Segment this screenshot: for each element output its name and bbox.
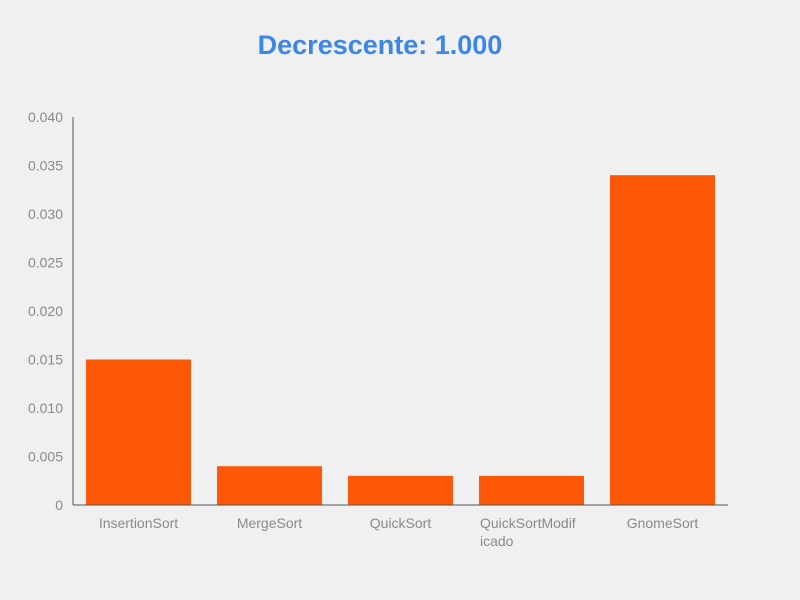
y-tick-label: 0.015 — [28, 352, 63, 368]
y-tick-label: 0.030 — [28, 206, 63, 222]
y-tick-label: 0.020 — [28, 303, 63, 319]
x-tick-label: MergeSort — [237, 515, 302, 531]
x-tick-label: InsertionSort — [99, 515, 178, 531]
bar-insertionsort — [86, 359, 191, 505]
bar-gnomesort — [610, 175, 715, 505]
x-tick-label: QuickSort — [370, 515, 432, 531]
y-tick-label: 0 — [55, 497, 63, 513]
bar-mergesort — [217, 466, 322, 505]
chart-title: Decrescente: 1.000 — [257, 30, 503, 60]
x-tick-label: QuickSortModif icado — [480, 515, 576, 549]
x-axis-ticks: InsertionSort MergeSort QuickSort QuickSort… — [99, 515, 699, 549]
y-axis-ticks: 0 0.005 0.010 0.015 0.020 0.025 0.030 0.035 0.04… — [28, 109, 63, 513]
y-tick-label: 0.040 — [28, 109, 63, 125]
x-tick-label: GnomeSort — [627, 515, 699, 531]
bars-group — [86, 175, 715, 505]
bar-quicksortmodificado — [479, 475, 584, 505]
bar-quicksort — [348, 475, 453, 505]
y-tick-label: 0.010 — [28, 400, 63, 416]
y-tick-label: 0.025 — [28, 255, 63, 271]
y-tick-label: 0.035 — [28, 158, 63, 174]
y-tick-label: 0.005 — [28, 449, 63, 465]
